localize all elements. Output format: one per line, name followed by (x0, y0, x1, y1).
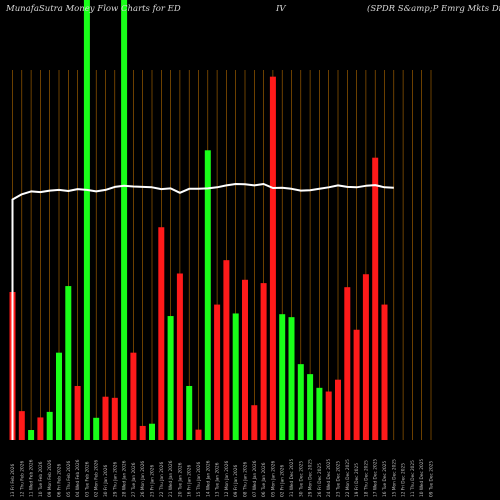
bar-up (297, 364, 304, 440)
date-label: 10 Wed Dec 2025 (419, 459, 425, 497)
money-flow-line (11, 183, 394, 440)
bar-down (372, 157, 379, 440)
date-label: 06 Tue Jan 2026 (261, 462, 267, 497)
bar-down (260, 283, 267, 440)
bar-down (158, 227, 165, 440)
chart-title-right: (SPDR S&amp;P Emrg Mkts Dividend (367, 3, 500, 14)
bar-down (195, 429, 202, 440)
bar-down (335, 379, 341, 440)
date-label: 12 Mon Jan 2026 (224, 461, 230, 497)
date-label: 12 Thu Feb 2026 (19, 461, 25, 497)
date-label: 06 Fri Feb 2026 (57, 464, 63, 497)
bar-down (381, 304, 388, 440)
bar-up (56, 352, 62, 440)
bar-up (279, 314, 286, 440)
chart-title-mid: IV (275, 4, 286, 14)
date-label: 05 Mon Jan 2026 (270, 461, 276, 497)
date-label: 09 Mon Feb 2026 (47, 460, 53, 497)
date-label: 11 Thu Dec 2025 (410, 460, 416, 497)
date-label: 30 Tue Dec 2025 (298, 461, 304, 497)
bar-up (28, 430, 35, 440)
date-label: 09 Fri Jan 2026 (233, 464, 239, 497)
date-label: 20 Tue Jan 2026 (177, 462, 183, 497)
date-label: 12 Fri Dec 2025 (401, 463, 407, 497)
date-label: 29 Thu Jan 2026 (112, 462, 118, 497)
bar-down (362, 274, 369, 440)
chart-title-left: MunafaSutra Money Flow Charts for ED (5, 4, 181, 14)
bar-down (74, 385, 81, 440)
bar-down (130, 352, 137, 440)
date-label: 04 Wed Feb 2026 (75, 459, 81, 497)
bars (9, 0, 388, 441)
date-label: 15 Thu Jan 2026 (196, 462, 202, 497)
bar-down (18, 411, 25, 440)
date-label: 16 Fri Jan 2026 (187, 464, 193, 497)
bar-down (269, 76, 276, 440)
date-label: 05 Thu Feb 2026 (66, 461, 72, 497)
bar-down (251, 405, 258, 440)
date-label: 19 Fri Dec 2025 (354, 463, 360, 497)
bar-up (46, 411, 53, 440)
date-label: 03 Tue Feb 2026 (84, 461, 90, 497)
date-label: 13 Fri Feb 2026 (10, 464, 16, 497)
bar-down (214, 304, 221, 440)
bar-down (37, 417, 44, 440)
bar-down (139, 425, 146, 440)
date-label: 02 Fri Jan 2026 (280, 464, 286, 497)
date-label: 26 Mon Jan 2026 (140, 461, 146, 497)
bar-up (316, 387, 323, 440)
date-labels: 13 Fri Feb 2026 12 Thu Feb 2026 11 Wed Feb… (10, 459, 435, 497)
date-label: 17 Wed Dec 2025 (373, 459, 379, 497)
date-label: 07 Wed Jan 2026 (252, 460, 258, 497)
bar-down (344, 287, 351, 440)
bar-down (176, 273, 183, 440)
money-flow-line-group (11, 183, 394, 440)
date-label: 22 Thu Jan 2026 (159, 462, 165, 497)
date-label: 16 Tue Dec 2025 (382, 461, 388, 497)
date-label: 11 Wed Feb 2026 (29, 459, 35, 497)
date-label: 23 Tue Dec 2025 (336, 461, 342, 497)
date-label: 28 Wed Jan 2026 (122, 460, 128, 497)
bar-up (83, 0, 90, 440)
date-label: 24 Wed Dec 2025 (326, 459, 332, 497)
date-label: 27 Tue Jan 2026 (131, 462, 137, 497)
date-label: 30 Fri Jan 2026 (103, 464, 109, 497)
bar-up (167, 316, 174, 440)
bar-up (121, 0, 128, 440)
bar-up (93, 417, 100, 440)
bar-down (102, 396, 109, 440)
bar-up (186, 385, 193, 440)
date-label: 08 Thu Jan 2026 (243, 462, 249, 497)
date-label: 10 Tue Feb 2026 (38, 461, 44, 497)
bar-down (325, 391, 332, 440)
date-label: 15 Mon Dec 2025 (391, 459, 397, 497)
bar-up (204, 150, 211, 441)
date-label: 31 Wed Dec 2025 (289, 459, 295, 497)
bar-up (288, 317, 295, 440)
date-label: 18 Thu Dec 2025 (363, 460, 369, 497)
date-label: 26 Fri Dec 2025 (317, 463, 323, 497)
bar-down (242, 279, 248, 440)
date-label: 02 Mon Feb 2026 (94, 460, 100, 497)
bar-up (65, 286, 72, 440)
bar-up (232, 313, 239, 440)
date-label: 21 Wed Jan 2026 (168, 460, 174, 497)
date-label: 22 Mon Dec 2025 (345, 459, 351, 497)
date-label: 09 Tue Dec 2025 (429, 461, 435, 497)
bar-down (223, 260, 230, 440)
date-label: 13 Tue Jan 2026 (215, 462, 221, 497)
date-label: 14 Wed Jan 2026 (205, 460, 211, 497)
bar-up (307, 374, 314, 440)
bar-up (149, 423, 155, 440)
bar-down (353, 329, 360, 440)
date-label: 29 Mon Dec 2025 (308, 459, 314, 497)
bar-down (111, 397, 118, 440)
date-label: 23 Fri Jan 2026 (150, 464, 156, 497)
